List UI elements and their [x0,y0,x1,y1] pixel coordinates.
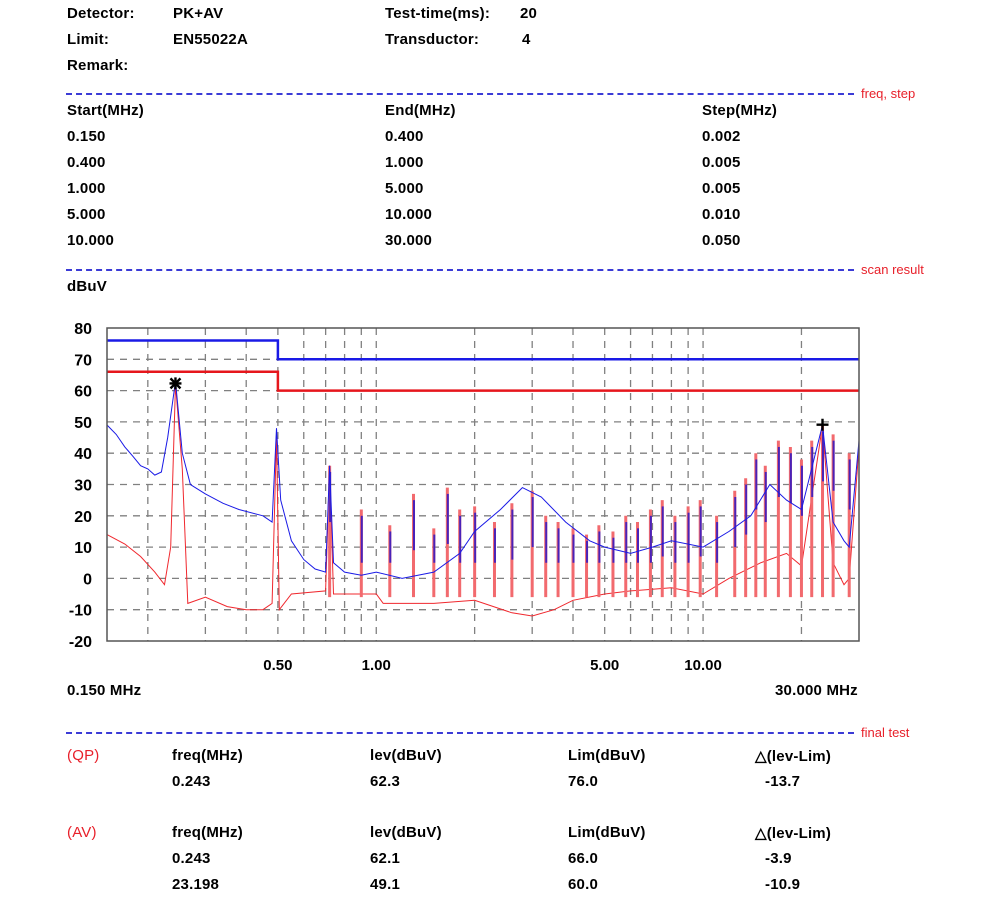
x-tick-label: 0.50 [263,657,292,674]
y-tick-label: 60 [74,384,92,401]
section-divider [66,732,854,734]
av-header-delta: △(lev-Lim) [755,825,832,842]
table-cell: 5.000 [67,206,106,223]
table-cell: -3.9 [765,850,792,867]
y-tick-label: 70 [74,352,92,369]
av-header-lev: lev(dBuV) [370,824,442,841]
table-cell: 49.1 [370,876,400,893]
table-cell: 0.005 [702,154,741,171]
table-header-step: Step(MHz) [702,102,778,119]
table-cell: 62.3 [370,773,400,790]
table-cell: 0.005 [702,180,741,197]
y-tick-label: -10 [69,603,92,620]
y-tick-label: 0 [83,571,92,588]
qp-header-lev: lev(dBuV) [370,747,442,764]
table-cell: 1.000 [385,154,424,171]
qp-limit-line [107,339,859,361]
table-cell: 0.243 [172,850,211,867]
table-cell: 0.400 [385,128,424,145]
detector-label: Detector: [67,5,135,22]
table-cell: 0.150 [67,128,106,145]
x-axis-end-label: 30.000 MHz [775,682,858,699]
qp-header-lim: Lim(dBuV) [568,747,646,764]
section-label-freq-step: freq, step [861,86,916,101]
x-tick-label: 5.00 [590,657,619,674]
transductor-label: Transductor: [385,31,480,48]
table-cell: 0.050 [702,232,741,249]
section-label-scan-result: scan result [861,262,924,277]
table-cell: 0.400 [67,154,106,171]
y-tick-label: 50 [74,415,92,432]
av-header-freq: freq(MHz) [172,824,243,841]
y-tick-label: 10 [74,540,92,557]
qp-peak-marker-icon [169,377,182,390]
y-tick-label: 20 [74,509,92,526]
y-tick-label: 40 [74,446,92,463]
table-header-start: Start(MHz) [67,102,144,119]
table-cell: 76.0 [568,773,598,790]
qp-tag: (QP) [67,747,100,764]
table-cell: 0.010 [702,206,741,223]
x-axis-start-label: 0.150 MHz [67,682,142,699]
table-header-end: End(MHz) [385,102,456,119]
emission-scan-chart: 80 70 60 50 40 30 20 10 0 -10 -20 0.50 1.00 5.00 10.00 [69,321,860,674]
limit-label: Limit: [67,31,110,48]
table-cell: 60.0 [568,876,598,893]
table-cell: 62.1 [370,850,400,867]
table-cell: 10.000 [385,206,433,223]
limit-value: EN55022A [173,31,248,48]
av-tag: (AV) [67,824,97,841]
testtime-value: 20 [520,5,538,22]
section-divider [66,93,854,95]
y-axis-unit: dBuV [67,278,107,295]
table-cell: 10.000 [67,232,115,249]
x-tick-label: 10.00 [684,657,722,674]
y-tick-label: 30 [74,478,92,495]
qp-header-freq: freq(MHz) [172,747,243,764]
qp-header-delta: △(lev-Lim) [755,748,832,765]
section-divider [66,269,854,271]
detector-value: PK+AV [173,5,224,22]
table-cell: 66.0 [568,850,598,867]
y-tick-label: -20 [69,634,92,651]
peak-trace [106,381,860,579]
transductor-value: 4 [522,31,531,48]
table-cell: 1.000 [67,180,106,197]
remark-label: Remark: [67,57,129,74]
table-cell: 0.243 [172,773,211,790]
plot-frame [106,327,860,642]
av-peak-marker-icon [816,418,829,431]
table-cell: 23.198 [172,876,220,893]
av-header-lim: Lim(dBuV) [568,824,646,841]
y-tick-label: 80 [74,321,92,338]
table-cell: 30.000 [385,232,433,249]
testtime-label: Test-time(ms): [385,5,491,22]
av-limit-line [107,370,859,392]
table-cell: -10.9 [765,876,801,893]
table-cell: 0.002 [702,128,741,145]
table-cell: 5.000 [385,180,424,197]
x-tick-label: 1.00 [362,657,391,674]
average-trace [106,384,860,617]
table-cell: -13.7 [765,773,801,790]
section-label-final-test: final test [861,725,910,740]
